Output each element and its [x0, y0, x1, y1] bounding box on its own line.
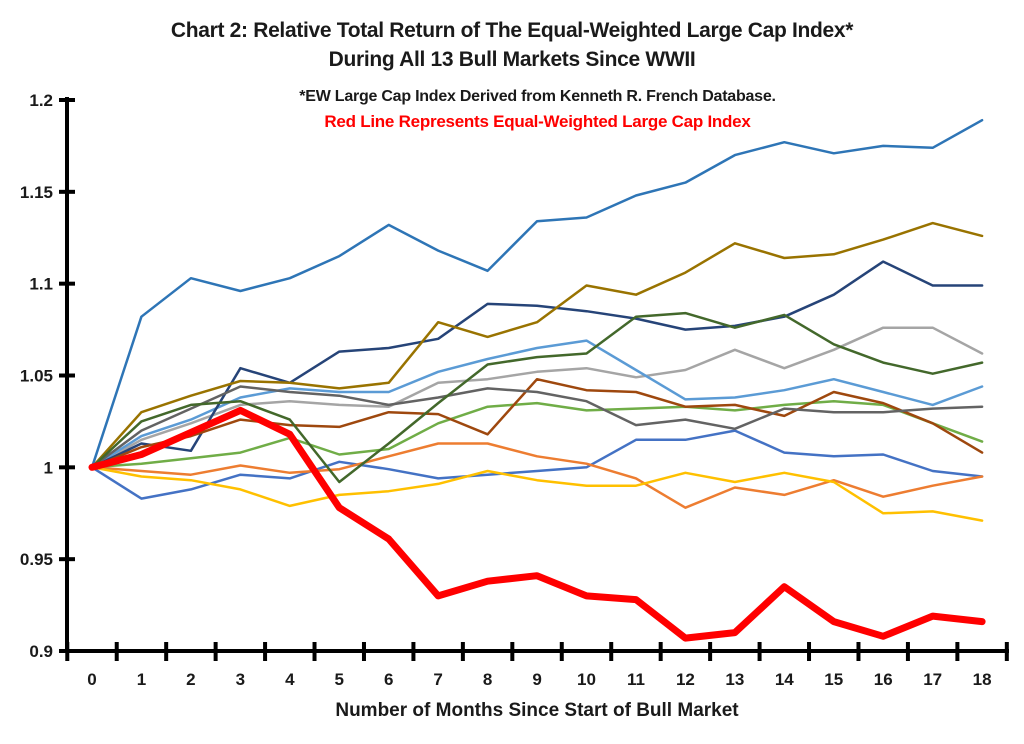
x-tick-label-4: 4: [285, 670, 295, 689]
y-tick-label-1.1: 1.1: [29, 275, 53, 294]
y-tick-label-1.15: 1.15: [20, 183, 53, 202]
x-tick-label-3: 3: [236, 670, 245, 689]
x-tick-label-6: 6: [384, 670, 393, 689]
chart-title-line1: Chart 2: Relative Total Return of The Eq…: [170, 19, 854, 42]
x-tick-label-13: 13: [725, 670, 744, 689]
series-line-bull-market-4: [90, 466, 984, 522]
series-line-bull-market-1: [90, 429, 984, 500]
y-tick-label-1: 1: [44, 458, 53, 477]
series-line-ew-large-cap-index-red: [88, 406, 986, 642]
chart-title-line2: During All 13 Bull Markets Since WWII: [328, 48, 696, 71]
x-tick-label-17: 17: [923, 670, 942, 689]
series-line-bull-market-8: [90, 377, 984, 469]
series-line-bull-market-2: [90, 442, 984, 509]
series-line-bull-market-10: [90, 221, 984, 469]
y-tick-label-1.2: 1.2: [29, 91, 53, 110]
x-tick-label-14: 14: [775, 670, 794, 689]
x-tick-label-8: 8: [483, 670, 492, 689]
series-line-bull-market-9: [90, 385, 984, 469]
series-line-bull-market-11: [90, 118, 984, 469]
x-tick-label-11: 11: [627, 670, 645, 689]
y-tick-label-1.05: 1.05: [20, 367, 53, 386]
series-line-bull-market-7: [90, 260, 984, 469]
x-tick-label-12: 12: [676, 670, 695, 689]
x-tick-label-10: 10: [577, 670, 596, 689]
red-line-note: Red Line Represents Equal-Weighted Large…: [324, 112, 751, 131]
series-line-bull-market-5: [90, 339, 984, 469]
x-tick-label-9: 9: [532, 670, 541, 689]
x-axis-title: Number of Months Since Start of Bull Mar…: [335, 700, 739, 721]
series-line-bull-market-12: [90, 311, 984, 484]
x-tick-label-0: 0: [87, 670, 96, 689]
x-tick-label-5: 5: [335, 670, 344, 689]
x-tick-label-1: 1: [137, 670, 146, 689]
x-tick-label-2: 2: [186, 670, 195, 689]
x-tick-label-18: 18: [973, 670, 992, 689]
x-tick-label-7: 7: [433, 670, 442, 689]
chart-footnote: *EW Large Cap Index Derived from Kenneth…: [299, 88, 776, 105]
y-tick-label-0.95: 0.95: [20, 550, 53, 569]
series-line-bull-market-6: [90, 399, 984, 469]
series-line-bull-market-3: [90, 326, 984, 469]
y-tick-label-0.9: 0.9: [29, 642, 53, 661]
x-tick-label-15: 15: [824, 670, 843, 689]
x-tick-label-16: 16: [874, 670, 893, 689]
